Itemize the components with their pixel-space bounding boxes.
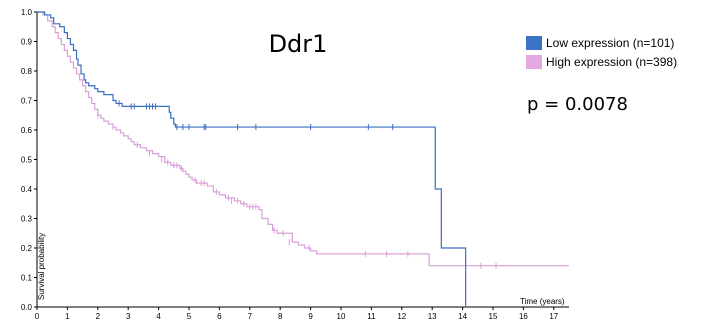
x-tick-label: 6 [217,312,222,321]
p-value-annotation: p = 0.0078 [527,94,628,115]
y-axis-label: Survival probability [37,233,46,300]
legend-swatch-high [526,55,542,69]
legend-swatch-low [526,36,542,50]
x-tick-label: 2 [96,312,101,321]
x-tick-label: 15 [489,312,498,321]
x-tick-label: 13 [428,312,437,321]
x-tick-label: 11 [367,312,376,321]
x-tick-label: 7 [248,312,253,321]
y-tick-label: 0.6 [21,126,33,135]
y-tick-label: 0.5 [21,156,33,165]
x-axis-label: Time (years) [520,297,565,306]
x-tick-label: 0 [35,312,40,321]
y-tick-label: 0.8 [21,67,33,76]
y-tick-label: 1.0 [21,8,33,17]
x-tick-label: 3 [126,312,131,321]
y-tick-label: 0.2 [21,244,33,253]
y-tick-label: 0.7 [21,97,33,106]
y-tick-label: 0.9 [21,38,33,47]
y-tick-label: 0.0 [21,303,33,312]
x-tick-label: 8 [278,312,283,321]
legend: Low expression (n=101) High expression (… [526,36,677,69]
x-tick-label: 16 [519,312,528,321]
x-tick-label: 10 [337,312,346,321]
legend-label-low: Low expression (n=101) [546,36,674,50]
survival-curve-low [37,11,467,307]
legend-label-high: High expression (n=398) [546,55,677,69]
x-tick-label: 1 [65,312,70,321]
plot-area [37,11,569,307]
y-tick-label: 0.4 [21,185,33,194]
x-tick-label: 17 [549,312,558,321]
survival-curve-high [37,11,569,267]
x-tick-label: 12 [397,312,406,321]
chart-title: Ddr1 [269,30,328,58]
x-tick-label: 5 [187,312,192,321]
x-tick-label: 4 [156,312,161,321]
x-tick-label: 14 [458,312,467,321]
y-tick-label: 0.3 [21,215,33,224]
y-tick-label: 0.1 [21,274,33,283]
x-tick-label: 9 [308,312,313,321]
axes: 0.00.10.20.30.40.50.60.70.80.91.00 1 2 3 4 5 6… [21,8,569,321]
